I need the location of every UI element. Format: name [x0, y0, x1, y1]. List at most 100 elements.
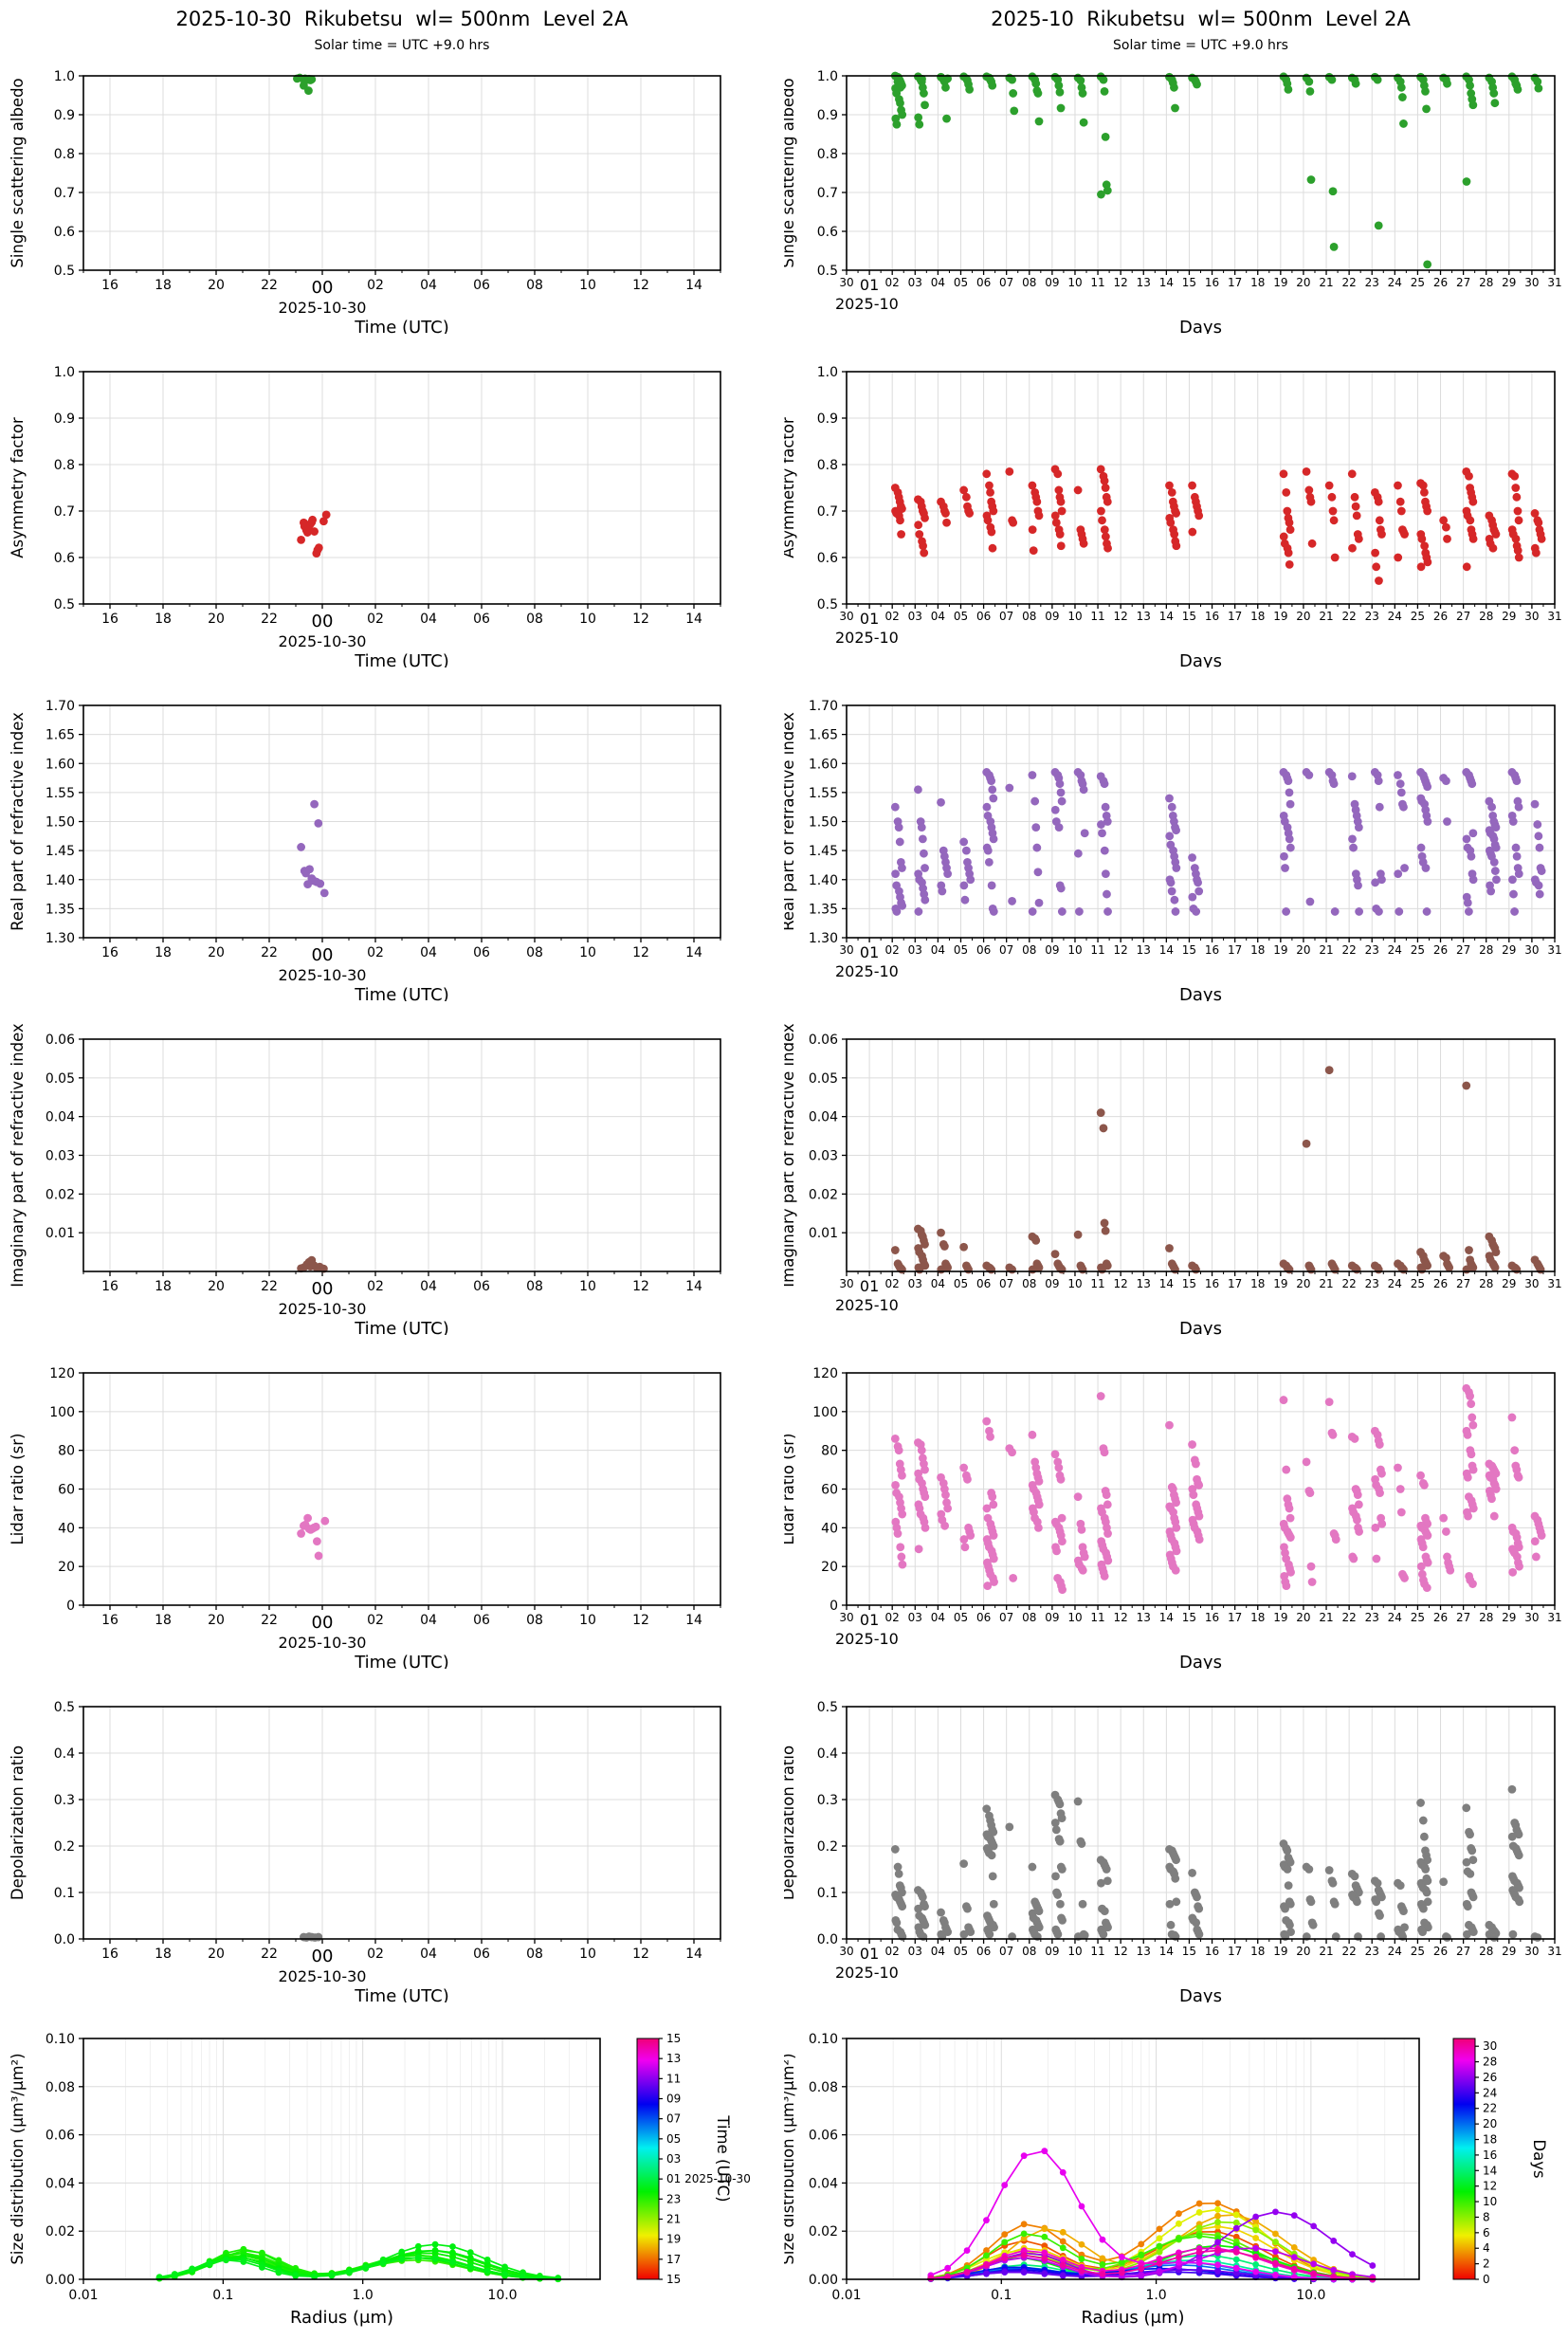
svg-text:01: 01	[860, 1277, 879, 1295]
svg-text:60: 60	[58, 1483, 75, 1498]
svg-text:01: 01	[860, 276, 879, 294]
svg-text:30: 30	[1524, 1611, 1539, 1624]
svg-text:23: 23	[1365, 276, 1379, 289]
svg-text:08: 08	[1022, 610, 1036, 623]
svg-text:31: 31	[1547, 943, 1561, 957]
svg-text:0.06: 0.06	[46, 1033, 75, 1048]
svg-text:0.8: 0.8	[817, 458, 838, 473]
svg-text:14: 14	[685, 1947, 702, 1962]
svg-text:10: 10	[1483, 2195, 1497, 2208]
svg-text:11: 11	[1090, 610, 1104, 623]
svg-text:06: 06	[473, 1947, 490, 1962]
svg-text:0.8: 0.8	[817, 147, 838, 162]
svg-text:120: 120	[49, 1366, 75, 1381]
svg-text:24: 24	[1388, 1945, 1402, 1958]
svg-text:0.03: 0.03	[46, 1149, 75, 1164]
svg-text:14: 14	[1483, 2164, 1497, 2177]
svg-text:08: 08	[526, 1613, 543, 1628]
svg-text:0.6: 0.6	[817, 551, 838, 566]
svg-text:Time (UTC): Time (UTC)	[714, 2114, 732, 2202]
svg-text:Lidar ratio (sr): Lidar ratio (sr)	[9, 1434, 27, 1545]
svg-text:06: 06	[976, 943, 991, 957]
svg-text:18: 18	[155, 278, 172, 293]
svg-text:11: 11	[1090, 943, 1104, 957]
svg-text:22: 22	[1341, 943, 1356, 957]
svg-text:1.50: 1.50	[809, 815, 838, 831]
svg-text:0.6: 0.6	[817, 225, 838, 240]
svg-text:08: 08	[1022, 1945, 1036, 1958]
svg-text:Days: Days	[1179, 1653, 1222, 1669]
svg-text:16: 16	[101, 612, 119, 627]
svg-text:07: 07	[666, 2112, 681, 2126]
svg-text:02: 02	[885, 1945, 900, 1958]
svg-text:26: 26	[1433, 610, 1448, 623]
svg-text:12: 12	[1114, 276, 1128, 289]
svg-text:22: 22	[1341, 1277, 1356, 1290]
svg-text:0.1: 0.1	[817, 1886, 838, 1901]
svg-text:Time (UTC): Time (UTC)	[354, 651, 449, 667]
svg-text:0.01: 0.01	[68, 2288, 98, 2303]
svg-text:30: 30	[839, 943, 853, 957]
svg-text:24: 24	[1388, 943, 1402, 957]
svg-text:06: 06	[473, 278, 490, 293]
svg-text:08: 08	[1022, 276, 1036, 289]
svg-text:16: 16	[101, 278, 119, 293]
svg-text:05: 05	[954, 1945, 968, 1958]
svg-text:31: 31	[1547, 1945, 1561, 1958]
svg-text:22: 22	[1341, 610, 1356, 623]
svg-text:01: 01	[860, 1611, 879, 1629]
svg-text:30: 30	[839, 610, 853, 623]
svg-text:Time (UTC): Time (UTC)	[354, 318, 449, 334]
svg-text:0.2: 0.2	[54, 1839, 75, 1855]
left-column-header: 2025-10-30 Rikubetsu wl= 500nm Level 2A …	[83, 8, 720, 53]
svg-text:00: 00	[312, 1279, 334, 1299]
svg-text:21: 21	[1319, 276, 1333, 289]
svg-text:04: 04	[931, 610, 945, 623]
panel-asymmetry-factor-daily: 16 18 20 22 00 02 04 06 08 10 12 14 0.5 0.6 0.7 0.8 0.9 1…	[0, 334, 784, 667]
svg-text:05: 05	[954, 1277, 968, 1290]
svg-text:14: 14	[1159, 1277, 1174, 1290]
svg-text:120: 120	[812, 1366, 838, 1381]
svg-text:25: 25	[1411, 1945, 1425, 1958]
svg-text:Days: Days	[1179, 985, 1222, 1001]
svg-text:02: 02	[367, 278, 384, 293]
svg-text:20: 20	[208, 278, 225, 293]
svg-text:23: 23	[1365, 1277, 1379, 1290]
right-page-subtitle: Solar time = UTC +9.0 hrs	[1113, 38, 1288, 53]
svg-text:0.9: 0.9	[54, 411, 75, 427]
svg-text:02: 02	[367, 612, 384, 627]
svg-text:16: 16	[101, 1947, 119, 1962]
svg-text:07: 07	[999, 1945, 1013, 1958]
svg-text:0.7: 0.7	[54, 504, 75, 520]
svg-text:02: 02	[367, 945, 384, 960]
svg-text:Real part of refractive index: Real part of refractive index	[784, 712, 797, 931]
svg-text:12: 12	[632, 1947, 649, 1962]
svg-text:16: 16	[1205, 943, 1219, 957]
svg-text:0.7: 0.7	[817, 186, 838, 201]
svg-text:10: 10	[579, 1279, 596, 1294]
svg-text:03: 03	[908, 1945, 922, 1958]
svg-text:09: 09	[1045, 1277, 1059, 1290]
svg-text:28: 28	[1483, 2056, 1497, 2069]
svg-text:26: 26	[1433, 1277, 1448, 1290]
svg-text:18: 18	[155, 1279, 172, 1294]
panel-asymmetry-factor-monthly: 30 01 02 03 04 05 06 07 08 09 10 11 12 13 14 15 16 17 18 19…	[784, 334, 1568, 667]
svg-text:0.04: 0.04	[809, 1110, 838, 1125]
svg-text:29: 29	[1502, 1277, 1516, 1290]
svg-text:16: 16	[101, 1613, 119, 1628]
svg-text:04: 04	[420, 612, 437, 627]
svg-text:18: 18	[1250, 1611, 1265, 1624]
svg-text:12: 12	[1114, 943, 1128, 957]
svg-text:30: 30	[1524, 276, 1539, 289]
svg-text:20: 20	[1296, 1277, 1310, 1290]
svg-text:15: 15	[1182, 943, 1196, 957]
svg-text:Days: Days	[1179, 318, 1222, 334]
svg-text:20: 20	[58, 1560, 75, 1575]
svg-text:0.5: 0.5	[54, 597, 75, 612]
svg-text:1.0: 1.0	[353, 2288, 374, 2303]
svg-text:07: 07	[999, 276, 1013, 289]
svg-text:19: 19	[1273, 943, 1287, 957]
svg-text:1.0: 1.0	[54, 69, 75, 84]
svg-text:03: 03	[908, 276, 922, 289]
